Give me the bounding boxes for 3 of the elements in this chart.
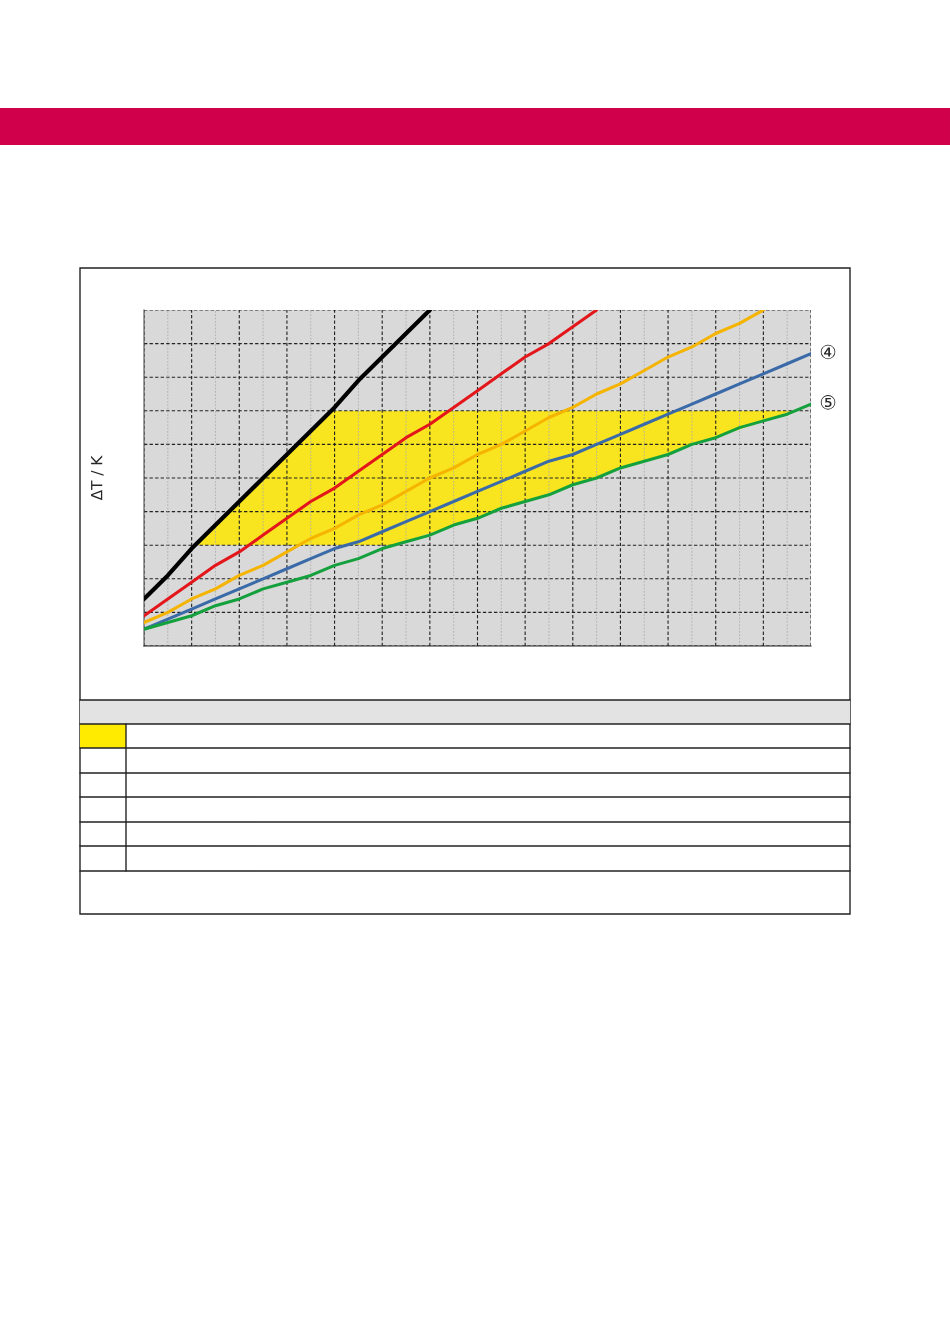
y-axis-title: ΔT / K — [91, 455, 104, 501]
series-label: ④ — [820, 344, 836, 360]
series-label: ⑤ — [820, 395, 836, 410]
